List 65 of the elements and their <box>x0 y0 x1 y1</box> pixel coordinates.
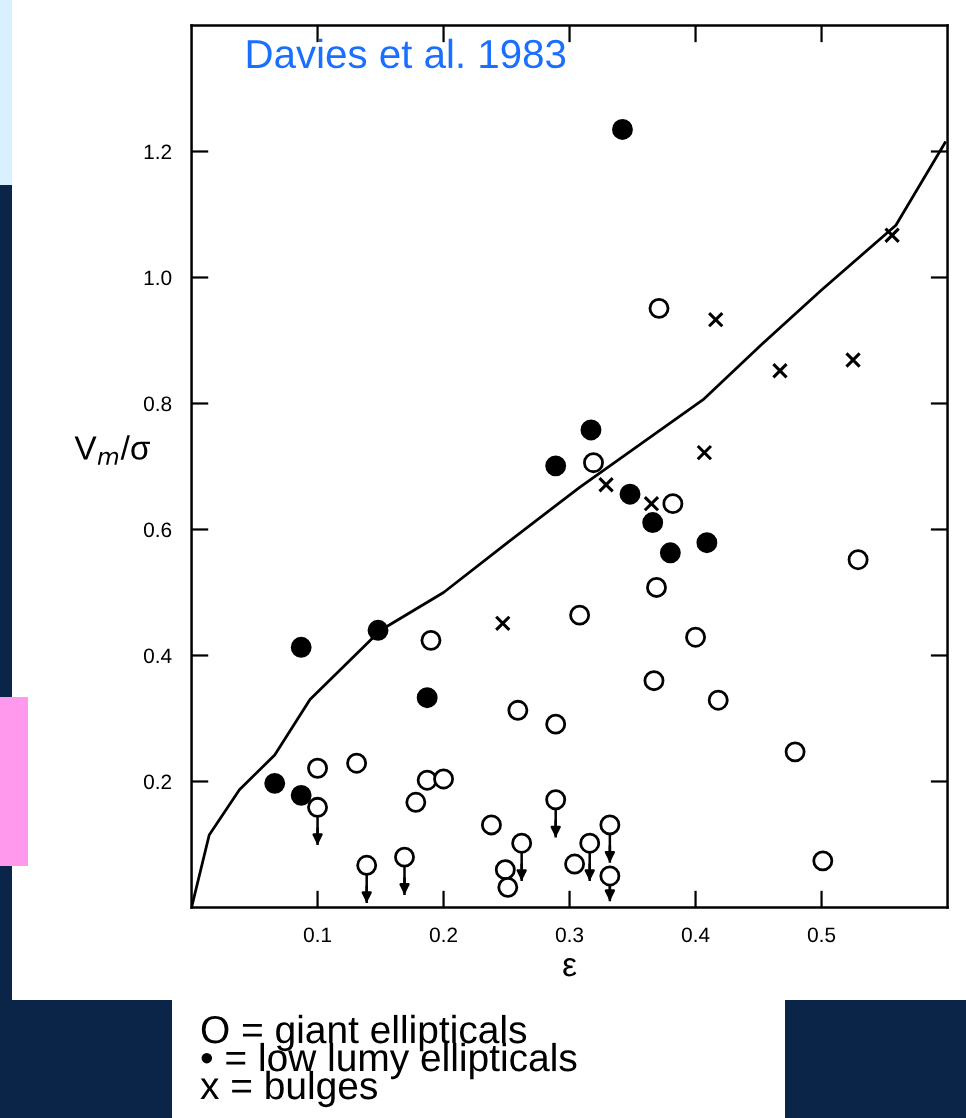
point <box>707 689 729 711</box>
point <box>307 796 328 818</box>
point <box>648 297 670 319</box>
point <box>290 784 312 806</box>
point <box>659 542 681 564</box>
point <box>685 626 706 648</box>
point <box>394 846 415 868</box>
point <box>696 532 718 554</box>
point <box>416 769 438 791</box>
point <box>771 362 789 379</box>
y-tick-label: 0.8 <box>143 396 172 412</box>
x-tick-label: 0.1 <box>303 927 332 943</box>
point <box>662 493 684 515</box>
point <box>367 619 389 641</box>
point <box>480 814 502 836</box>
y-tick-label: 0.2 <box>143 774 172 790</box>
point <box>707 311 724 328</box>
point <box>579 832 601 854</box>
point <box>511 832 533 854</box>
point <box>416 687 438 709</box>
point <box>642 512 664 533</box>
point <box>356 854 378 876</box>
point <box>564 853 586 875</box>
point <box>494 615 511 632</box>
point <box>507 699 529 721</box>
x-tick-label: 0.2 <box>429 927 457 943</box>
point <box>583 452 604 474</box>
point <box>599 865 621 887</box>
y-axis-title: V$_{m}$/σ <box>74 435 150 465</box>
point <box>290 636 312 658</box>
x-tick-label: 0.3 <box>555 927 584 943</box>
point <box>619 483 641 505</box>
point <box>784 741 806 763</box>
point <box>494 859 516 881</box>
point <box>643 495 660 512</box>
point <box>643 670 665 692</box>
point <box>545 789 567 811</box>
point <box>580 419 602 441</box>
point <box>883 227 901 244</box>
point <box>420 629 442 651</box>
point <box>433 768 454 790</box>
x-tick-label: 0.5 <box>807 927 836 943</box>
x-tick-label: 0.4 <box>681 927 710 943</box>
annotation: Davies et al. 1983 <box>247 38 566 69</box>
point <box>545 713 567 735</box>
point <box>346 752 368 774</box>
point <box>569 604 591 626</box>
point <box>497 876 519 898</box>
y-tick-label: 1.2 <box>144 144 172 160</box>
point <box>307 757 328 779</box>
point <box>599 814 621 836</box>
point <box>812 850 834 872</box>
x-axis-title: ε <box>563 958 577 977</box>
point <box>646 577 667 598</box>
point <box>597 476 615 493</box>
y-tick-label: 0.4 <box>143 648 172 664</box>
point <box>844 351 862 369</box>
point <box>696 444 713 461</box>
point <box>405 791 427 813</box>
point <box>612 118 633 140</box>
point <box>264 772 286 794</box>
point <box>847 549 869 571</box>
point <box>545 455 567 477</box>
y-tick-label: 1.0 <box>144 270 172 286</box>
y-tick-label: 0.6 <box>143 522 172 538</box>
